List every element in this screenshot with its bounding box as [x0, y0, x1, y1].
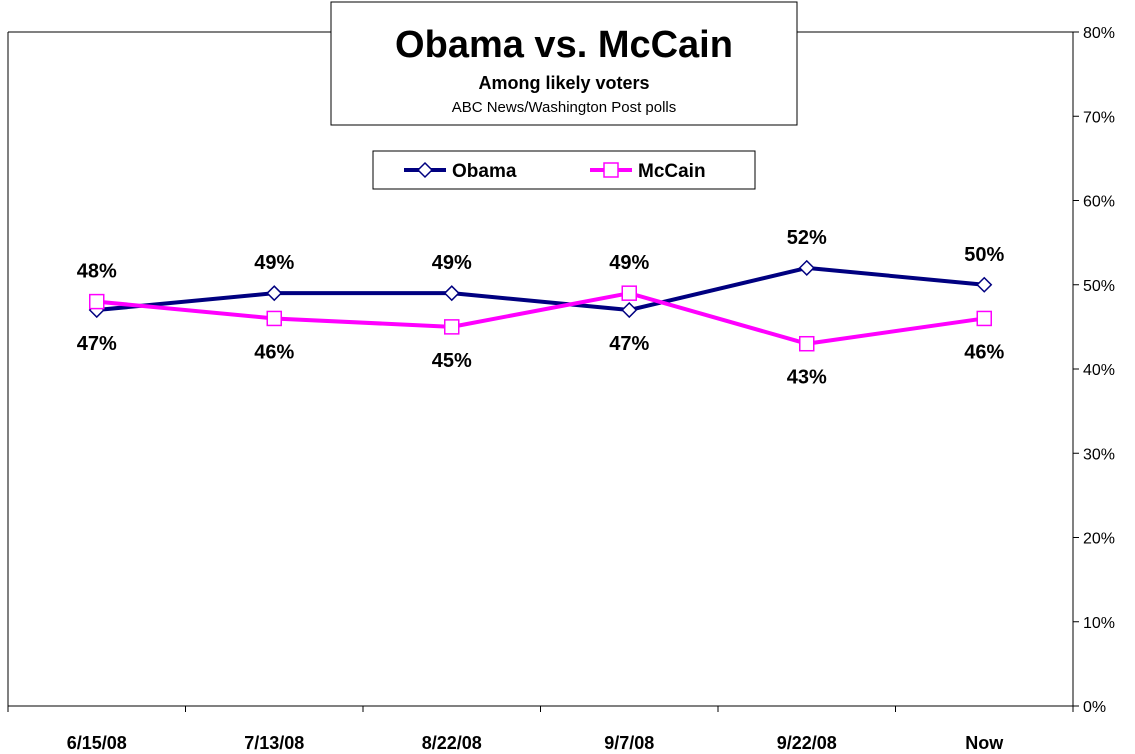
legend-item-mccain: McCain: [590, 161, 706, 182]
data-label-mccain: 48%: [77, 261, 117, 283]
data-labels: 47% 48% 49% 46% 49% 45% 47% 49% 52% 43% 50% 46%: [77, 227, 1005, 389]
point-obama: [266, 285, 283, 302]
x-tick-label: 9/7/08: [604, 733, 654, 753]
data-label-obama: 47%: [77, 333, 117, 355]
y-tick-label: 70%: [1083, 109, 1115, 126]
x-tick-label: Now: [965, 733, 1004, 753]
legend-label-obama: Obama: [452, 161, 517, 182]
chart-subtitle: Among likely voters: [478, 73, 649, 93]
legend-item-obama: Obama: [404, 161, 517, 182]
point-obama: [443, 285, 460, 302]
point-mccain: [444, 319, 460, 335]
diamond-marker-icon: [416, 161, 434, 179]
y-tick-label: 0%: [1083, 699, 1106, 716]
y-tick-label: 10%: [1083, 615, 1115, 632]
x-tick-label: 6/15/08: [67, 733, 127, 753]
y-tick-label: 80%: [1083, 25, 1115, 42]
point-obama: [976, 276, 993, 293]
x-ticks: 6/15/08 7/13/08 8/22/08 9/7/08 9/22/08 Now: [7, 706, 1074, 753]
series-line-obama: [96, 265, 985, 313]
y-ticks: 0% 10% 20% 30% 40% 50% 60% 70% 80%: [1073, 25, 1115, 716]
point-mccain: [266, 310, 282, 327]
y-tick-label: 40%: [1083, 362, 1115, 379]
x-tick-label: 8/22/08: [422, 733, 482, 753]
legend-label-mccain: McCain: [638, 161, 706, 182]
data-label-obama: 47%: [609, 333, 649, 355]
data-label-mccain: 45%: [432, 350, 472, 372]
point-mccain: [799, 335, 815, 352]
point-mccain: [976, 310, 992, 327]
series-line-mccain: [96, 291, 985, 346]
title-box: Obama vs. McCain Among likely voters ABC…: [330, 1, 798, 126]
data-label-obama: 52%: [787, 227, 827, 249]
data-label-obama: 49%: [254, 252, 294, 274]
data-label-mccain: 46%: [254, 341, 294, 363]
data-label-mccain: 43%: [787, 367, 827, 389]
y-tick-label: 20%: [1083, 531, 1115, 548]
data-label-obama: 49%: [432, 252, 472, 274]
square-marker-icon: [603, 162, 619, 178]
data-label-mccain: 49%: [609, 252, 649, 274]
y-tick-label: 60%: [1083, 194, 1115, 211]
x-tick-label: 9/22/08: [777, 733, 837, 753]
chart-title: Obama vs. McCain: [395, 24, 733, 66]
data-label-obama: 50%: [964, 244, 1004, 266]
series-layer: [88, 259, 993, 352]
x-tick-label: 7/13/08: [244, 733, 304, 753]
point-mccain: [621, 285, 637, 301]
legend: Obama McCain: [372, 150, 756, 190]
y-tick-label: 30%: [1083, 446, 1115, 463]
chart-source: ABC News/Washington Post polls: [452, 99, 677, 116]
point-mccain: [89, 293, 105, 310]
y-tick-label: 50%: [1083, 278, 1115, 295]
point-obama: [621, 301, 638, 319]
point-obama: [798, 259, 815, 276]
data-label-mccain: 46%: [964, 341, 1004, 363]
